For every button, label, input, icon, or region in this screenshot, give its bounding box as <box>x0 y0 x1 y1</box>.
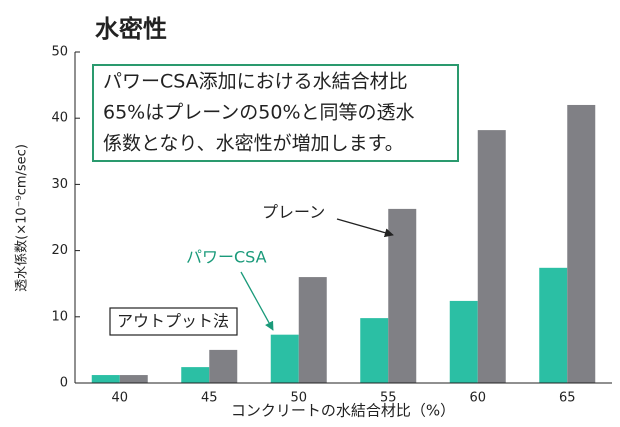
bar <box>360 318 389 383</box>
bar <box>388 208 417 383</box>
x-tick-label: 65 <box>559 391 576 406</box>
annotation: 65%はプレーンの50%と同等の透水 <box>103 102 415 124</box>
y-tick-label: 20 <box>51 243 68 258</box>
x-tick-label: 50 <box>290 391 307 406</box>
plot-area: 0 10 20 30 40 50 40 45 50 55 60 65 <box>51 45 612 406</box>
bar <box>119 375 148 383</box>
x-tick-label: 40 <box>111 391 128 406</box>
annotation-box <box>92 64 459 162</box>
bar <box>298 277 327 383</box>
y-tick-label: 50 <box>51 45 68 60</box>
bar <box>449 300 478 383</box>
bar <box>91 375 120 383</box>
chart-title: 水密性 <box>95 15 167 43</box>
x-axis-label: コンクリートの水結合材比（%） <box>231 402 455 420</box>
series-label: プレーン <box>262 203 325 222</box>
x-tick-label: 55 <box>380 391 397 406</box>
bar <box>539 267 568 383</box>
series-label: パワーCSA <box>186 248 267 267</box>
bar <box>209 349 238 383</box>
bar <box>181 367 210 383</box>
y-tick-label: 30 <box>51 177 68 192</box>
annotation: 係数となり、水密性が増加します。 <box>103 133 404 155</box>
x-tick-label: 60 <box>469 391 486 406</box>
method-box <box>109 307 238 336</box>
bar <box>477 130 506 383</box>
annotation: パワーCSA添加における水結合材比 <box>103 71 408 93</box>
arrow <box>240 271 274 331</box>
y-axis-label: 透水係数(×10⁻⁹cm/sec) <box>15 144 30 292</box>
arrow <box>336 218 394 238</box>
y-tick-label: 40 <box>51 111 68 126</box>
y-tick-label: 0 <box>60 376 68 391</box>
bar <box>270 334 299 383</box>
x-tick-label: 45 <box>201 391 218 406</box>
method-label: アウトプット法 <box>117 312 229 331</box>
bar <box>567 104 596 384</box>
y-tick-label: 10 <box>51 309 68 324</box>
